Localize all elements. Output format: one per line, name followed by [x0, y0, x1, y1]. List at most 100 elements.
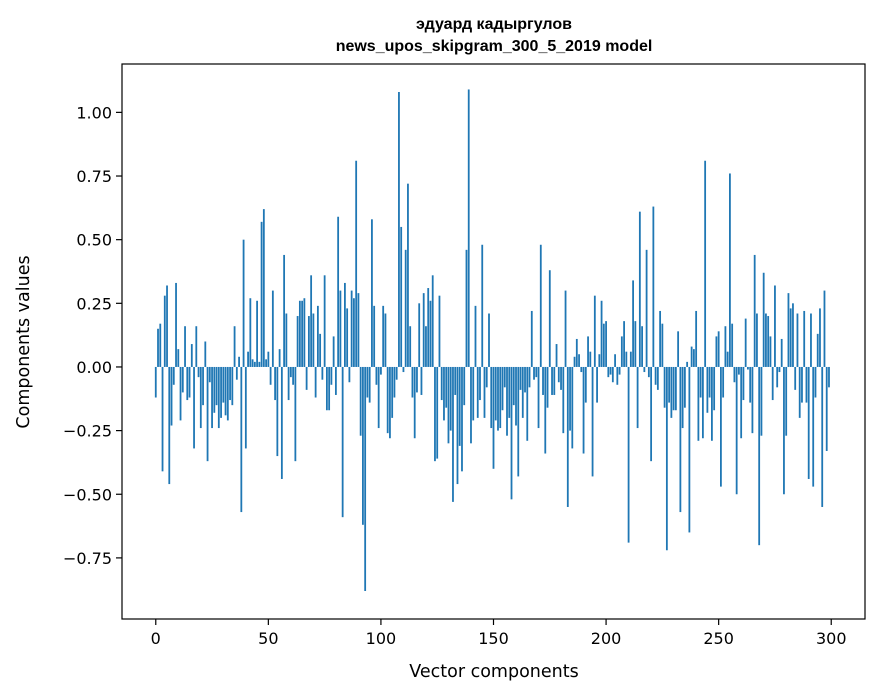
- bar-44: [253, 361, 256, 367]
- x-tick-label: 150: [478, 629, 509, 648]
- bar-50: [267, 351, 270, 367]
- bar-159: [512, 366, 515, 406]
- bar-175: [548, 270, 551, 367]
- bar-213: [634, 321, 637, 367]
- bar-120: [425, 326, 427, 367]
- bar-225: [661, 323, 664, 367]
- bar-80: [334, 366, 337, 395]
- bar-239: [692, 349, 695, 367]
- bar-35: [233, 326, 236, 367]
- bar-154: [501, 366, 504, 411]
- bar-9: [175, 282, 177, 367]
- bar-37: [238, 356, 240, 367]
- bar-127: [440, 366, 443, 401]
- bar-179: [557, 366, 560, 383]
- bar-186: [573, 356, 576, 367]
- bar-285: [796, 313, 799, 367]
- bar-137: [463, 366, 466, 406]
- bar-263: [747, 366, 749, 370]
- bar-283: [792, 303, 794, 367]
- bar-56: [280, 366, 283, 479]
- bar-192: [587, 336, 589, 367]
- bar-223: [656, 366, 659, 390]
- bar-286: [798, 366, 801, 418]
- bar-15: [188, 366, 191, 398]
- bar-71: [314, 366, 317, 398]
- bar-209: [625, 351, 628, 367]
- bar-101: [382, 305, 385, 367]
- bar-139: [467, 89, 470, 367]
- bar-16: [190, 344, 193, 367]
- bar-27: [215, 366, 218, 406]
- bar-111: [404, 249, 407, 367]
- bar-280: [785, 366, 788, 436]
- bar-73: [319, 333, 322, 367]
- bar-171: [539, 244, 542, 367]
- bar-238: [690, 346, 693, 367]
- bar-132: [452, 366, 454, 502]
- bar-147: [485, 366, 488, 388]
- bar-24: [208, 366, 211, 383]
- bar-38: [240, 366, 243, 513]
- bar-46: [258, 361, 261, 367]
- bar-284: [794, 366, 797, 390]
- bar-60: [289, 366, 292, 378]
- bar-42: [249, 298, 252, 367]
- bar-160: [515, 366, 517, 426]
- y-tick-label: 0.25: [76, 294, 112, 313]
- bar-167: [530, 310, 533, 367]
- bar-161: [517, 366, 520, 477]
- bar-72: [316, 305, 319, 367]
- chart-title: эдуард кадыргулов: [416, 16, 572, 33]
- bar-294: [816, 333, 819, 367]
- bar-296: [821, 366, 824, 507]
- bar-156: [506, 366, 508, 436]
- bar-275: [774, 285, 776, 367]
- bar-184: [569, 366, 571, 431]
- y-tick-label: 0.50: [76, 231, 112, 250]
- bar-36: [235, 366, 238, 380]
- bar-244: [704, 160, 707, 367]
- bar-279: [783, 366, 785, 495]
- bar-93: [364, 366, 367, 591]
- bar-260: [740, 366, 743, 439]
- bar-169: [535, 366, 538, 378]
- bar-40: [244, 366, 247, 449]
- bar-176: [551, 366, 553, 395]
- bar-227: [665, 366, 668, 551]
- bar-32: [226, 366, 229, 421]
- bar-10: [177, 349, 180, 367]
- bar-135: [458, 366, 461, 446]
- bar-188: [578, 354, 580, 367]
- bar-236: [686, 361, 689, 367]
- bar-48: [262, 209, 265, 367]
- bar-86: [348, 366, 351, 383]
- bar-109: [400, 226, 403, 367]
- bar-114: [411, 366, 414, 398]
- bar-276: [776, 366, 779, 388]
- bar-4: [163, 295, 166, 367]
- bar-105: [391, 366, 394, 418]
- bar-278: [780, 338, 783, 367]
- bar-76: [325, 366, 328, 411]
- bar-96: [371, 219, 373, 367]
- bar-49: [265, 359, 267, 367]
- bar-293: [814, 366, 817, 398]
- bar-94: [366, 366, 369, 398]
- bar-210: [627, 366, 630, 543]
- bar-106: [393, 366, 396, 398]
- bar-164: [524, 366, 526, 393]
- bar-256: [731, 323, 734, 367]
- bar-259: [738, 366, 740, 375]
- bar-0: [154, 366, 157, 398]
- x-axis-ticks: 0 50 100 150 200 250 300: [151, 619, 847, 648]
- bar-119: [422, 293, 425, 367]
- bar-129: [445, 366, 448, 408]
- bar-150: [492, 366, 495, 469]
- bar-74: [321, 366, 324, 380]
- bar-288: [803, 310, 806, 367]
- x-tick-label: 200: [591, 629, 622, 648]
- bar-257: [733, 366, 736, 383]
- bar-291: [810, 313, 812, 367]
